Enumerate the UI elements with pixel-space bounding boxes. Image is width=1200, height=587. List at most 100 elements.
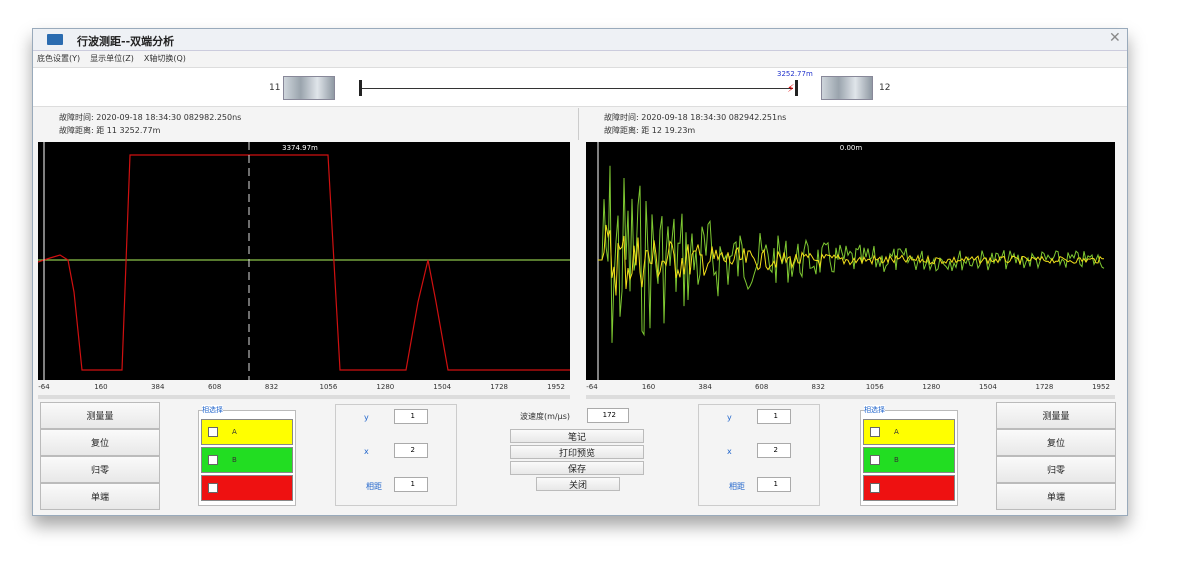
phase-label: B	[894, 456, 899, 464]
window-title: 行波测距--双端分析	[77, 35, 175, 48]
close-button[interactable]: ✕	[1109, 30, 1121, 46]
scrollbar[interactable]	[586, 395, 1115, 399]
control-label: y	[364, 413, 369, 422]
phase-group: 相选择 A B	[198, 405, 296, 506]
checkbox[interactable]	[208, 483, 218, 493]
fault-distance: 故障距离: 距 11 3252.77m	[59, 126, 161, 135]
phase-group: 相选择 A B	[860, 405, 958, 506]
spinner[interactable]: 1	[757, 477, 791, 492]
scrollbar[interactable]	[38, 395, 570, 399]
spinner[interactable]: 2	[394, 443, 428, 458]
spinner[interactable]: 1	[394, 409, 428, 424]
phase-row[interactable]	[863, 475, 955, 501]
menu-item[interactable]: 显示单位(Z)	[90, 54, 134, 63]
group-title: 相选择	[864, 405, 885, 415]
control-label: 相距	[366, 482, 382, 491]
x-tick-label: 1504	[433, 383, 452, 391]
waveform-plot: 3374.97m	[38, 142, 570, 380]
line-end	[359, 80, 362, 96]
fault-distance: 故障距离: 距 12 19.23m	[604, 126, 696, 135]
phase-row[interactable]	[201, 475, 293, 501]
x-tick-label: 1728	[1035, 383, 1054, 391]
checkbox[interactable]	[208, 427, 218, 437]
spinner[interactable]: 2	[757, 443, 791, 458]
info-left: 故障时间: 2020-09-18 18:34:30 082982.250ns 故…	[33, 108, 579, 140]
button[interactable]: 保存	[510, 461, 644, 475]
station-icon	[821, 76, 873, 100]
x-tick-label: 832	[811, 383, 825, 391]
waveform	[598, 224, 1104, 296]
x-tick-label: 160	[641, 383, 656, 391]
controls-box: y 1 x 2 相距 1	[698, 404, 820, 506]
button[interactable]: 测量量	[40, 402, 160, 429]
line-end	[795, 80, 798, 96]
button[interactable]: 复位	[996, 429, 1116, 456]
phase-row[interactable]: A	[863, 419, 955, 445]
x-tick-label: 1280	[376, 383, 395, 391]
spinner[interactable]: 1	[394, 477, 428, 492]
x-tick-label: 1056	[865, 383, 884, 391]
x-tick-label: 608	[754, 383, 769, 391]
x-tick-label: 1056	[319, 383, 338, 391]
button[interactable]: 打印预览	[510, 445, 644, 459]
plot-bg	[38, 142, 570, 380]
fault-label: 3252.77m	[777, 70, 813, 78]
spinner[interactable]: 1	[757, 409, 791, 424]
line	[359, 88, 793, 89]
group-title: 相选择	[202, 405, 223, 415]
controls-box: y 1 x 2 相距 1	[335, 404, 457, 506]
menu-item[interactable]: X轴切换(Q)	[143, 54, 186, 63]
station-label: 12	[879, 83, 891, 93]
fault-time: 故障时间: 2020-09-18 18:34:30 082942.251ns	[604, 113, 787, 122]
button[interactable]: 测量量	[996, 402, 1116, 429]
control-label: x	[364, 447, 369, 456]
checkbox[interactable]	[208, 455, 218, 465]
button[interactable]: 归零	[996, 456, 1116, 483]
x-tick-label: 1280	[922, 383, 941, 391]
x-tick-label: -64	[38, 383, 50, 391]
fault-marker: ⚡	[787, 82, 795, 95]
phase-row[interactable]: B	[863, 447, 955, 473]
fault-time: 故障时间: 2020-09-18 18:34:30 082982.250ns	[59, 113, 242, 122]
button[interactable]: 单端	[40, 483, 160, 510]
button[interactable]: 笔记	[510, 429, 644, 443]
phase-row[interactable]: B	[201, 447, 293, 473]
waveform	[38, 154, 570, 371]
menu-item[interactable]: 底色设置(Y)	[37, 54, 81, 63]
x-tick-label: 384	[698, 383, 712, 391]
spinner[interactable]: 172	[587, 408, 629, 423]
x-tick-label: 1952	[1092, 383, 1110, 391]
x-tick-label: 160	[94, 383, 108, 391]
phase-label: B	[232, 456, 237, 464]
info-right: 故障时间: 2020-09-18 18:34:30 082942.251ns 故…	[580, 108, 1126, 140]
button[interactable]: 关闭	[536, 477, 620, 491]
checkbox[interactable]	[870, 455, 880, 465]
button[interactable]: 复位	[40, 429, 160, 456]
checkbox[interactable]	[870, 427, 880, 437]
phase-label: A	[894, 428, 899, 436]
phase-label: A	[232, 428, 237, 436]
x-tick-label: 608	[207, 383, 222, 391]
x-tick-label: 1504	[978, 383, 997, 391]
wave-speed-label: 波速度(m/μs)	[520, 412, 570, 421]
station-label: 11	[269, 83, 281, 93]
title-bar: 行波测距--双端分析 ✕	[33, 29, 1127, 51]
cursor-label: 3374.97m	[282, 144, 318, 152]
x-tick-label: 1952	[547, 383, 565, 391]
cursor-label: 0.00m	[840, 144, 863, 152]
control-label: x	[727, 447, 732, 456]
x-tick-label: -64	[586, 383, 598, 391]
button[interactable]: 单端	[996, 483, 1116, 510]
x-tick-label: 1728	[490, 383, 509, 391]
line-diagram: 11 ⚡ 3252.77m 12	[33, 67, 1127, 107]
station-icon	[283, 76, 335, 100]
phase-row[interactable]: A	[201, 419, 293, 445]
app-icon	[47, 34, 63, 45]
x-tick-label: 832	[264, 383, 279, 391]
x-tick-label: 384	[151, 383, 165, 391]
button[interactable]: 归零	[40, 456, 160, 483]
menu-bar: 底色设置(Y) 显示单位(Z) X轴切换(Q)	[37, 53, 186, 65]
control-label: 相距	[729, 482, 745, 491]
checkbox[interactable]	[870, 483, 880, 493]
